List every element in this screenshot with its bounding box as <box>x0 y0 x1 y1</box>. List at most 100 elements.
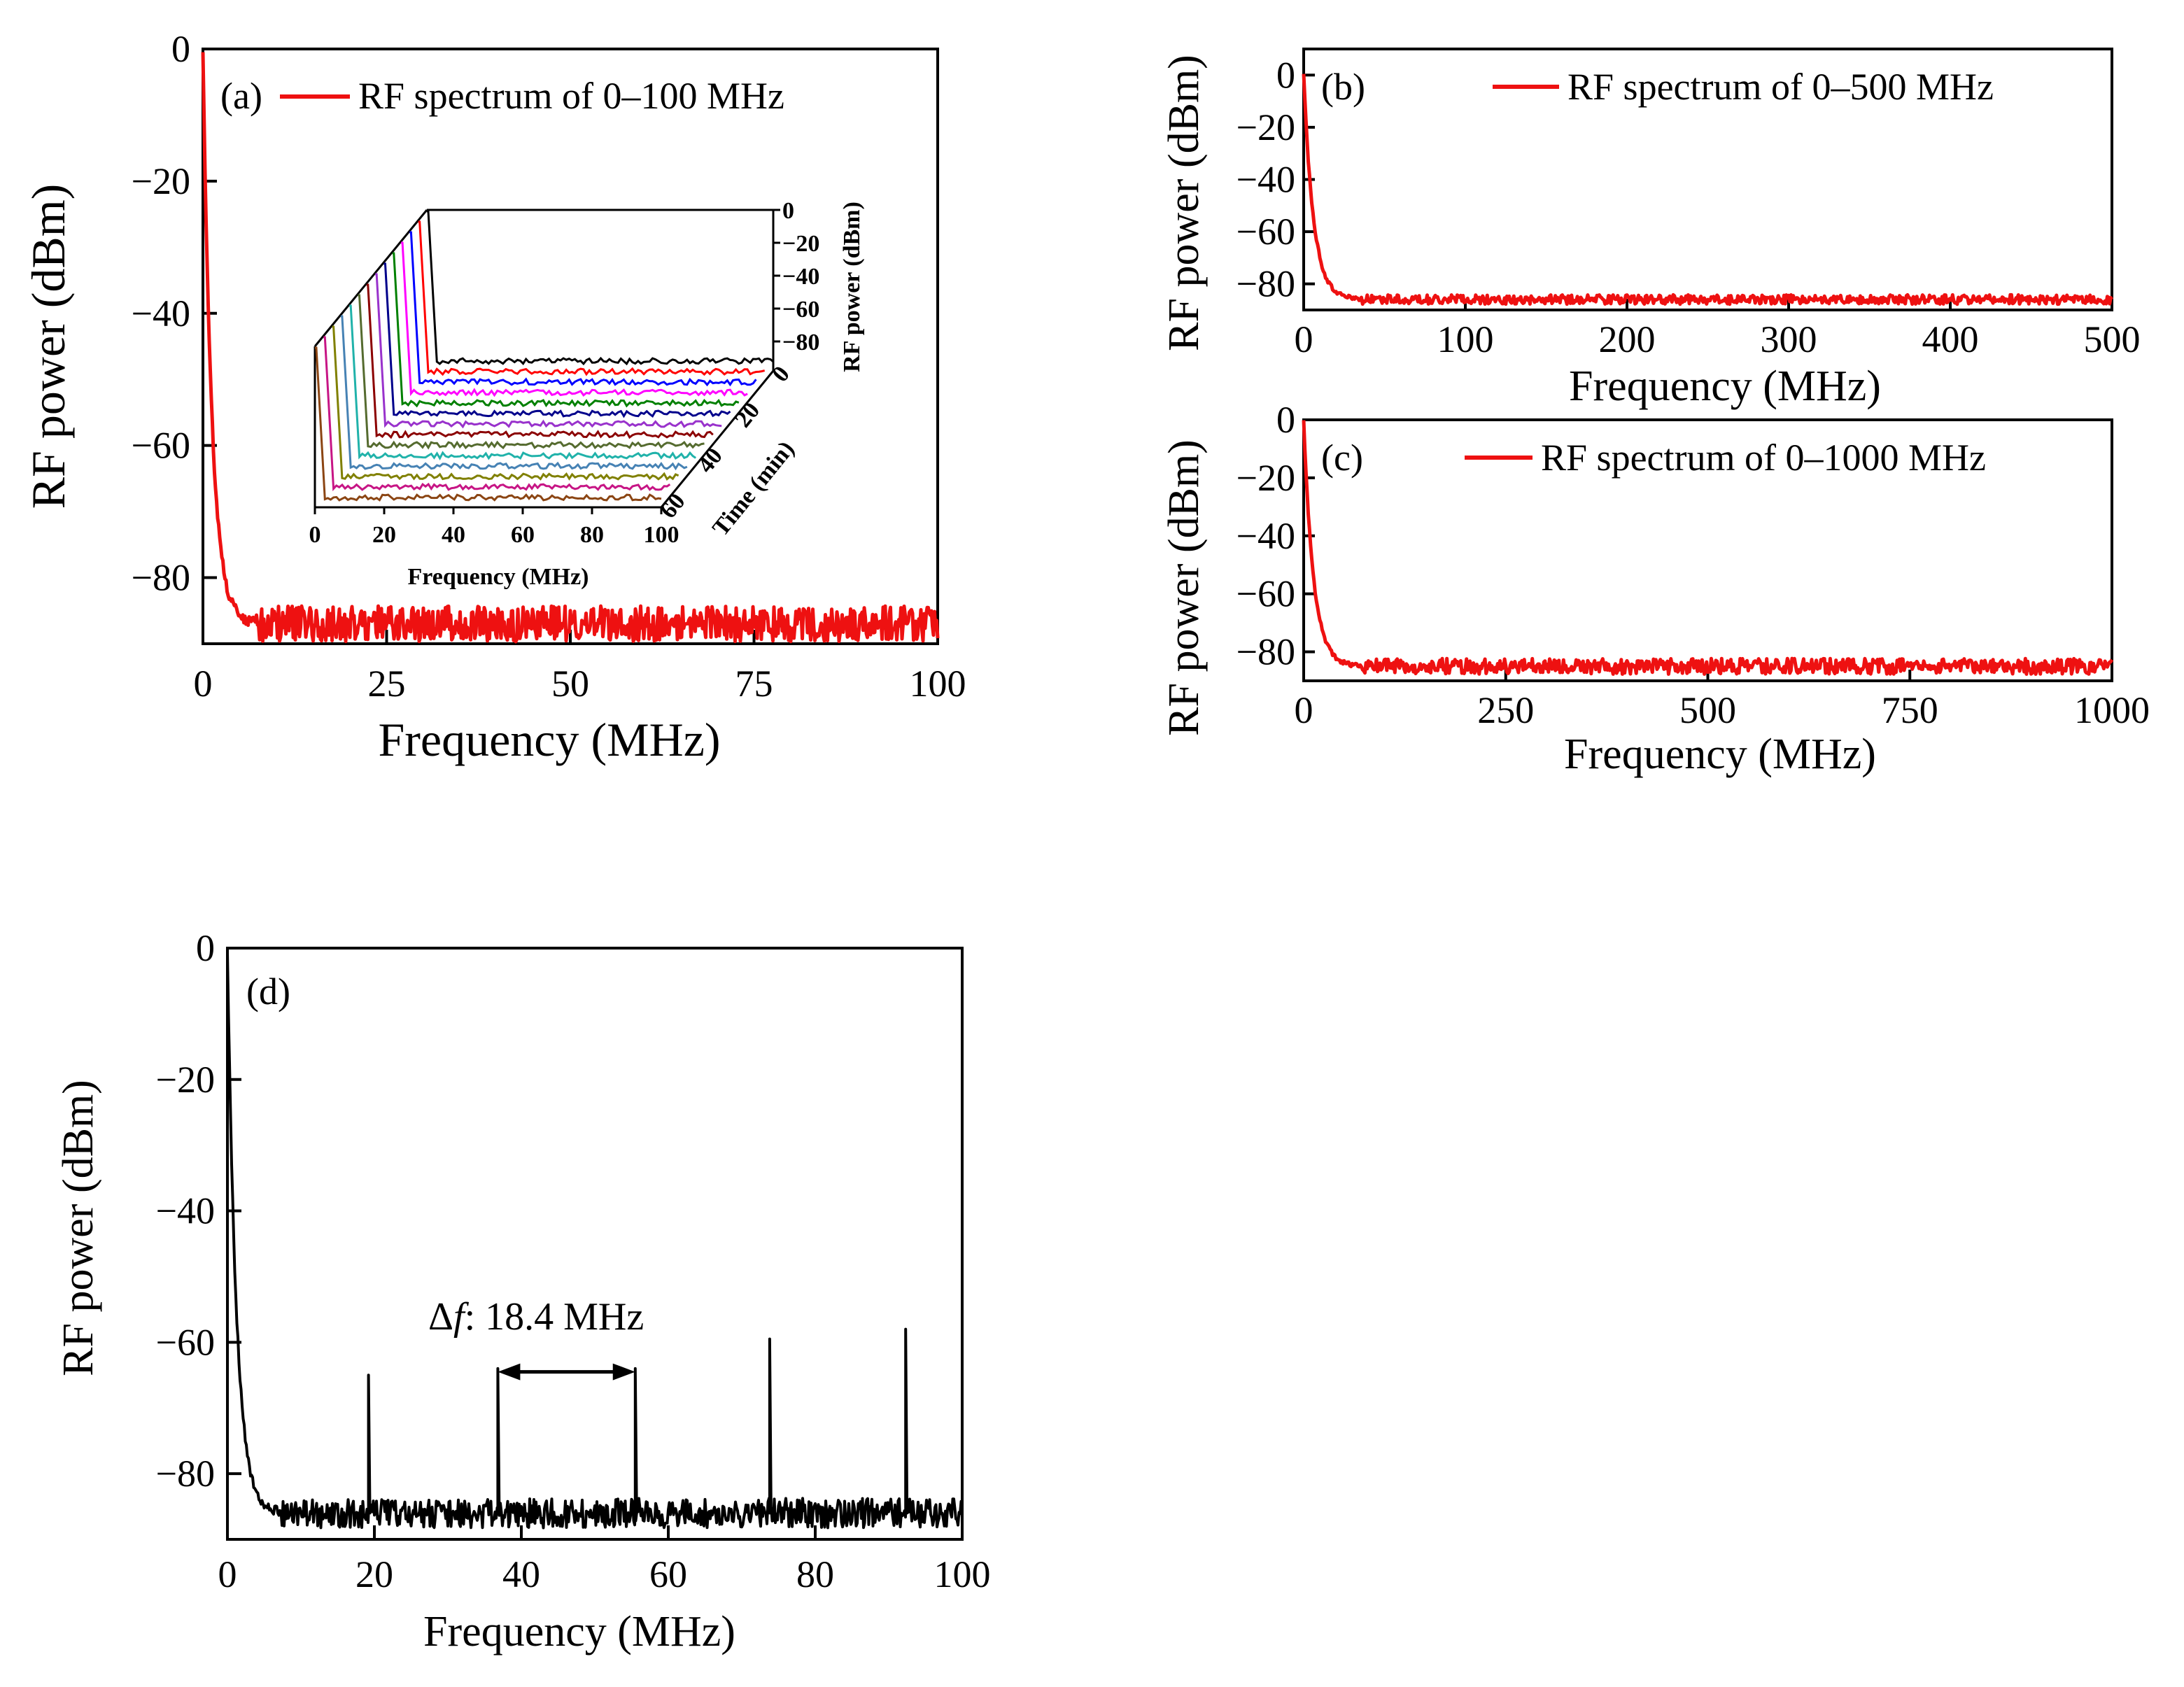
y-tick-label: −20 <box>156 1059 215 1101</box>
inset-traces <box>315 210 774 502</box>
x-tick-label: 100 <box>934 1553 991 1595</box>
panel-b-legend-text: RF spectrum of 0–500 MHz <box>1567 66 1994 108</box>
x-tick-label: 250 <box>1477 689 1534 731</box>
x-tick-label: 500 <box>1679 689 1736 731</box>
inset-time-tick-label: 40 <box>693 443 728 478</box>
panel-c-x-axis-label: Frequency (MHz) <box>1564 730 1876 778</box>
x-tick-label: 40 <box>502 1553 540 1595</box>
panel-a-legend-text: RF spectrum of 0–100 MHz <box>358 75 784 117</box>
panel-a: 0−20−40−60−80 0 25 50 75 100 RF power (dBm) … <box>22 28 966 766</box>
y-tick-label: −60 <box>1237 211 1295 253</box>
inset-trace <box>409 231 757 387</box>
y-tick-label: −80 <box>1237 263 1295 305</box>
y-tick-label: −20 <box>1237 457 1295 499</box>
y-tick-label: −40 <box>132 292 190 334</box>
x-tick-label: 100 <box>910 663 966 705</box>
x-tick-label: 750 <box>1882 689 1938 731</box>
inset-trace <box>315 346 662 502</box>
y-tick-label: −40 <box>1237 159 1295 201</box>
x-tick-label: 75 <box>735 663 773 705</box>
inset-frequency-tick-label: 80 <box>580 522 604 548</box>
inset-frequency-axis-label: Frequency (MHz) <box>407 564 589 590</box>
inset-trace <box>392 252 740 408</box>
inset-frequency-tick-label: 100 <box>644 522 679 548</box>
x-tick-label: 0 <box>1295 689 1313 731</box>
inset-time-tick-label: 60 <box>655 488 690 523</box>
panel-d-label: (d) <box>246 970 290 1012</box>
y-tick-label: −80 <box>1237 631 1295 673</box>
panel-c-series-line <box>1302 420 2114 676</box>
panel-d: 0 −20 −40 −60 −80 0 20 40 60 80 100 RF power (dBm… <box>55 927 991 1656</box>
x-tick-label: 1000 <box>2074 689 2150 731</box>
inset-frequency-ticks: 0 20 40 60 80 100 <box>309 507 679 548</box>
inset-trace <box>418 220 766 376</box>
inset-time-axis-label: Time (min) <box>707 437 799 542</box>
inset-power-tick-label: −80 <box>782 330 819 355</box>
panel-c-legend-text: RF spectrum of 0–1000 MHz <box>1541 437 1986 479</box>
inset-power-tick-label: −60 <box>782 297 819 323</box>
panel-a-series-line <box>201 52 940 644</box>
panel-a-x-axis-label: Frequency (MHz) <box>378 713 720 766</box>
panel-c-x-ticks: 0 250 500 750 1000 <box>1295 670 2150 731</box>
inset-power-axis-label: RF power (dBm) <box>839 202 865 372</box>
inset-frequency-tick-label: 40 <box>442 522 465 548</box>
inset-power-tick-label: −40 <box>782 264 819 290</box>
x-tick-label: 0 <box>218 1553 237 1595</box>
delta-f-value: : 18.4 MHz <box>465 1295 644 1339</box>
x-tick-label: 20 <box>355 1553 393 1595</box>
y-tick-label: −20 <box>132 160 190 202</box>
panel-a-x-ticks: 0 25 50 75 100 <box>194 630 966 705</box>
panel-b-label: (b) <box>1321 66 1365 108</box>
inset-power-ticks: 0 −20 −40 −60 −80 <box>773 198 819 355</box>
y-tick-label: −20 <box>1237 106 1295 148</box>
inset-trace <box>358 294 705 450</box>
y-tick-label: −40 <box>156 1190 215 1232</box>
inset-power-tick-label: 0 <box>782 198 794 224</box>
delta-f-arrowhead-left <box>498 1363 521 1381</box>
x-tick-label: 200 <box>1599 318 1656 360</box>
x-tick-label: 50 <box>551 663 589 705</box>
panel-b-series-line <box>1302 73 2114 306</box>
panel-a-y-ticks: 0 −20 −40 −60 −80 <box>132 28 217 599</box>
panel-b: 0 −20 −40 −60 −80 0 100 200 300 400 500 RF power … <box>1160 48 2141 410</box>
inset-frequency-tick-label: 20 <box>372 522 396 548</box>
x-tick-label: 80 <box>796 1553 834 1595</box>
y-tick-label: −40 <box>1237 515 1295 557</box>
inset-trace <box>332 325 679 481</box>
inset-trace <box>383 262 731 418</box>
delta-f-symbol: Δ <box>428 1295 453 1339</box>
panel-c-label: (c) <box>1321 437 1363 479</box>
panel-b-x-ticks: 0 100 200 300 400 500 <box>1295 299 2141 360</box>
delta-f-annotation: Δf: 18.4 MHz <box>428 1295 644 1381</box>
inset-power-tick-label: −20 <box>782 231 819 257</box>
inset-trace <box>401 241 748 397</box>
y-tick-label: −80 <box>132 557 190 599</box>
x-tick-label: 500 <box>2084 318 2141 360</box>
x-tick-label: 25 <box>368 663 406 705</box>
delta-f-label: Δf: 18.4 MHz <box>428 1295 644 1339</box>
y-tick-label: −60 <box>1237 573 1295 615</box>
panel-d-y-axis-label: RF power (dBm) <box>55 1080 102 1376</box>
panel-b-x-axis-label: Frequency (MHz) <box>1569 362 1881 410</box>
inset-time-tick-label: 0 <box>767 362 794 387</box>
panel-d-plot-frame <box>226 947 964 1541</box>
y-tick-label: −60 <box>156 1321 215 1363</box>
x-tick-label: 0 <box>194 663 213 705</box>
inset-frequency-tick-label: 0 <box>309 522 321 548</box>
delta-f-arrowhead-right <box>612 1363 635 1381</box>
panel-d-x-axis-label: Frequency (MHz) <box>423 1608 735 1656</box>
y-tick-label: −60 <box>132 425 190 467</box>
inset-left-diagonal <box>313 209 428 347</box>
panel-c: 0 −20 −40 −60 −80 0 250 500 750 1000 RF power (d… <box>1160 399 2150 778</box>
panel-c-y-axis-label: RF power (dBm) <box>1160 439 1208 736</box>
inset-frequency-tick-label: 60 <box>511 522 535 548</box>
inset-trace <box>349 304 697 460</box>
inset-trace <box>366 283 714 439</box>
panel-d-series-line <box>226 952 964 1530</box>
panel-d-y-ticks: 0 −20 −40 −60 −80 <box>156 927 241 1495</box>
panel-a-plot-frame <box>202 48 939 645</box>
inset-trace <box>427 210 774 366</box>
panel-b-y-axis-label: RF power (dBm) <box>1160 55 1208 351</box>
